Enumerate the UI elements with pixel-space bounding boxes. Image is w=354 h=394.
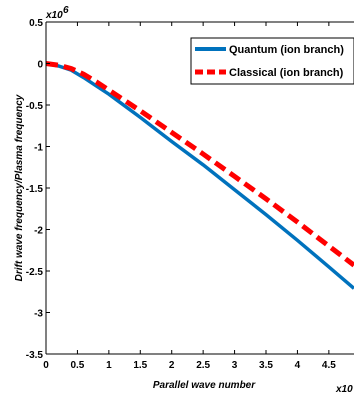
y-tick-label: -2.5 (26, 267, 44, 278)
x-tick-label: 3 (232, 360, 238, 371)
x-tick-label: 2.5 (196, 360, 210, 371)
y-axis-label: Drift wave frequency/Plasma frequency (14, 94, 25, 281)
y-tick-label: -2 (34, 226, 43, 237)
x-tick-label: 3.5 (259, 360, 273, 371)
y-tick-label: -3.5 (26, 350, 44, 361)
x-tick-label: 4.5 (322, 360, 336, 371)
y-tick-label: -1.5 (26, 184, 44, 195)
y-tick-label: -1 (34, 143, 43, 154)
x-tick-label: 0 (43, 360, 49, 371)
y-tick-label: -3 (34, 309, 43, 320)
y-exponent-power: 6 (63, 5, 69, 16)
x-axis-label: Parallel wave number (153, 380, 256, 391)
x-exponent-base: x10 (335, 384, 353, 394)
series-line-1 (45, 61, 354, 268)
y-tick-label: 0.5 (29, 18, 43, 29)
x-tick-label: 1 (106, 360, 112, 371)
x-tick-label: 1.5 (133, 360, 147, 371)
x-tick-label: 4 (295, 360, 301, 371)
y-tick-label: -0.5 (26, 101, 44, 112)
series-layer (45, 61, 354, 290)
y-tick-label: 0 (37, 60, 43, 71)
legend: Quantum (ion branch) Classical (ion bran… (190, 37, 354, 85)
x-tick-label: 0.5 (70, 360, 84, 371)
legend-label-quantum: Quantum (ion branch) (229, 44, 344, 56)
x-tick-label: 2 (169, 360, 175, 371)
ticks-layer: 0 0.5 1 1.5 2 2.5 3 3.5 4 4.5 0.5 0 -0.5 -1 -1.5 -2 -2.5… (26, 18, 336, 371)
y-exponent-base: x10 (45, 10, 63, 21)
legend-box (190, 37, 354, 85)
legend-label-classical: Classical (ion branch) (229, 67, 344, 79)
